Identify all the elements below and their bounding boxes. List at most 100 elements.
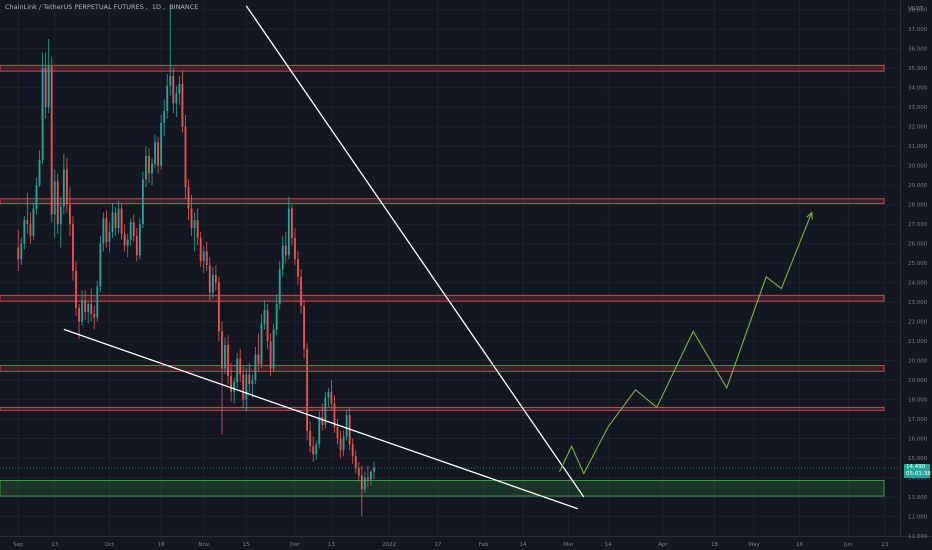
bullish-candle: [254, 354, 257, 381]
bearish-candle: [190, 208, 193, 229]
bearish-candle: [208, 265, 211, 293]
bearish-candle: [17, 247, 20, 260]
time-tick-label: Dec: [290, 542, 301, 548]
trendline: [63, 328, 578, 510]
bullish-candle: [23, 220, 26, 244]
bearish-candle: [214, 274, 217, 283]
resistance-zone: [0, 198, 885, 205]
time-tick-label: 17: [434, 542, 441, 548]
bullish-candle: [236, 358, 239, 383]
bearish-candle: [266, 309, 269, 342]
bullish-candle: [278, 268, 281, 305]
bullish-candle: [272, 329, 275, 369]
bullish-candle: [324, 397, 327, 425]
bullish-candle: [62, 169, 65, 207]
bearish-candle: [303, 306, 305, 349]
bullish-candle: [47, 66, 50, 108]
bullish-candle: [126, 239, 129, 246]
bearish-candle: [221, 331, 223, 369]
support-zone: [0, 480, 885, 497]
bullish-candle: [163, 111, 166, 123]
bullish-candle: [315, 444, 318, 455]
bearish-candle: [196, 220, 199, 238]
price-tick-label: 12.000: [908, 515, 928, 521]
symbol-name[interactable]: ChainLink / TetherUS PERPETUAL FUTURES: [5, 3, 144, 11]
trendline: [245, 5, 585, 498]
bearish-candle: [29, 224, 32, 236]
bearish-candle: [336, 426, 339, 439]
time-tick-label: 16: [796, 542, 803, 548]
time-tick-label: 13: [881, 542, 888, 548]
time-axis[interactable]: Sep 13 Oct 18 Nov 15 Dec 13 2022 17 Feb 14 Mar 14 Apr 1…: [13, 542, 889, 548]
symbol-interval[interactable]: 1D: [151, 3, 162, 11]
bearish-candle: [312, 446, 315, 455]
bullish-candle: [20, 243, 23, 260]
price-tick-label: 29.000: [908, 183, 928, 189]
resistance-zone: [0, 365, 885, 372]
bearish-candle: [199, 237, 202, 262]
bullish-candle: [166, 85, 169, 112]
price-tick-label: 11.000: [908, 534, 928, 540]
bearish-candle: [230, 376, 232, 392]
bearish-candle: [172, 76, 175, 104]
bullish-candle: [145, 155, 147, 180]
bullish-candle: [108, 231, 111, 242]
bearish-candle: [290, 208, 293, 238]
bullish-candle: [342, 436, 345, 451]
resistance-zone: [0, 406, 885, 411]
time-tick-label: 13: [328, 542, 335, 548]
bearish-candle: [300, 276, 302, 307]
last-price-tag: 14.490 05:01:38: [904, 463, 931, 478]
bearish-candle: [205, 251, 208, 266]
bullish-candle: [53, 181, 56, 215]
time-tick-label: Oct: [105, 542, 115, 548]
price-axis[interactable]: 11.000 12.000 13.000 14.000 15.000 16.000 17.0…: [908, 6, 928, 540]
bearish-candle: [72, 224, 74, 271]
bullish-candle: [59, 206, 62, 225]
bullish-candle: [81, 300, 84, 322]
symbol-header: ChainLink / TetherUS PERPETUAL FUTURES, …: [5, 3, 200, 11]
bearish-candle: [75, 270, 77, 308]
bearish-candle: [239, 358, 242, 375]
projection-line: [559, 212, 813, 475]
price-tick-label: 28.000: [908, 203, 928, 209]
price-tick-label: 21.000: [908, 339, 928, 345]
bullish-candle: [38, 159, 41, 186]
bearish-candle: [333, 403, 336, 427]
bearish-candle: [78, 307, 80, 322]
bullish-candle: [129, 222, 132, 240]
price-tick-label: 27.000: [908, 222, 928, 228]
bearish-candle: [339, 438, 342, 451]
bearish-candle: [294, 237, 296, 260]
price-tick-label: 34.000: [908, 86, 928, 92]
bullish-candle: [111, 212, 114, 232]
bearish-candle: [123, 233, 126, 246]
price-tick-label: 23.000: [908, 300, 928, 306]
time-tick-label: Mar: [563, 542, 574, 548]
trendlines: [63, 5, 585, 510]
header-separator: ,: [163, 3, 168, 11]
resistance-zone: [0, 294, 885, 302]
bullish-candle: [211, 274, 214, 293]
bullish-candle: [151, 163, 153, 174]
bullish-candle: [35, 185, 38, 209]
bullish-candle: [102, 218, 105, 244]
bearish-candle: [135, 235, 138, 256]
bearish-candle: [148, 155, 150, 174]
time-tick-label: May: [748, 542, 760, 548]
time-tick-label: Sep: [13, 542, 24, 548]
bullish-candle: [138, 224, 141, 256]
bearish-candle: [56, 181, 59, 225]
price-tick-label: 35.000: [908, 66, 928, 72]
bearish-candle: [50, 66, 53, 215]
bar-countdown: 05:01:38: [906, 470, 931, 477]
bullish-candle: [233, 382, 236, 392]
bullish-candle: [32, 208, 35, 236]
bullish-candle: [117, 208, 120, 229]
bearish-candle: [84, 300, 87, 312]
bearish-candle: [351, 444, 354, 457]
bearish-candle: [257, 354, 260, 365]
bullish-candle: [96, 286, 99, 318]
price-tick-label: 37.000: [908, 27, 928, 33]
